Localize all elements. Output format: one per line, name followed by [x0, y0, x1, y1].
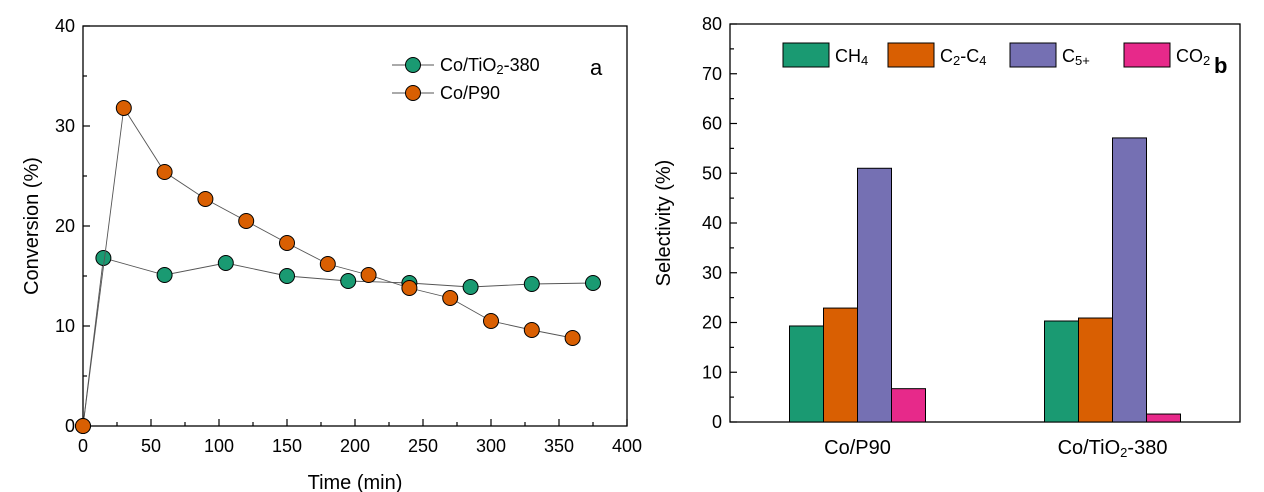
x-tick-label-a: 200 [340, 436, 370, 456]
legend-label-a: Co/TiO2-380 [440, 55, 540, 77]
panel-label-a: a [590, 55, 603, 80]
data-point-series-1 [462, 279, 479, 295]
y-tick-label-a: 40 [55, 16, 75, 36]
data-point-series-2 [442, 290, 459, 306]
x-tick-label-a: 250 [408, 436, 438, 456]
data-point-series-1 [217, 255, 234, 271]
legend-swatch-b [782, 42, 830, 68]
x-tick-label-a: 350 [544, 436, 574, 456]
legend-marker-a [405, 57, 421, 73]
y-tick-label-b: 10 [702, 362, 722, 382]
y-tick-label-b: 20 [702, 313, 722, 333]
data-point-series-2 [523, 322, 540, 338]
y-tick-label-b: 50 [702, 163, 722, 183]
legend-swatch-b [887, 42, 935, 68]
bar-4 [1146, 413, 1181, 423]
legend-label-a: Co/P90 [440, 83, 500, 103]
data-point-series-2 [483, 313, 499, 329]
legend-swatch-b [1123, 42, 1171, 68]
bar-4 [891, 388, 926, 423]
data-point-series-2 [238, 213, 255, 229]
chart-b: 0 10 20 30 40 50 60 70 80 Selectivity (%) b Co/P90 C… [653, 14, 1241, 460]
data-point-series-2 [75, 418, 91, 434]
data-point-series-1 [95, 250, 112, 266]
plot-frame-a [82, 25, 628, 427]
y-tick-label-b: 30 [702, 263, 722, 283]
category-label: Co/P90 [824, 437, 891, 459]
y-tick-label-b: 80 [702, 14, 722, 34]
x-tick-label-a: 50 [141, 436, 161, 456]
data-point-series-2 [401, 280, 418, 296]
data-point-series-1 [585, 275, 601, 291]
data-point-series-1 [523, 276, 540, 292]
data-point-series-1 [340, 273, 357, 289]
y-tick-label-a: 20 [55, 216, 75, 236]
y-tick-label-a: 30 [55, 116, 75, 136]
bar-3 [1112, 137, 1147, 423]
y-tick-label-b: 70 [702, 64, 722, 84]
y-axis-label-b: Selectivity (%) [653, 160, 675, 287]
data-point-series-2 [319, 256, 336, 272]
bar-3 [857, 167, 892, 423]
chart-a: 0 50 100 150 200 250 300 350 400 0 10 20 30 40 Time (m… [21, 16, 642, 492]
data-point-series-2 [564, 330, 581, 346]
legend-swatch-b [1009, 42, 1057, 68]
legend-marker-a [405, 85, 421, 101]
panel-label-b: b [1214, 53, 1227, 78]
x-tick-label-a: 300 [476, 436, 506, 456]
bar-2 [823, 307, 858, 423]
legend-label-b: C5+ [1062, 46, 1090, 68]
x-tick-label-a: 150 [272, 436, 302, 456]
data-point-series-1 [156, 267, 173, 283]
data-point-series-2 [115, 100, 132, 116]
legend-label-b: C2-C4 [940, 46, 986, 68]
y-tick-label-b: 60 [702, 114, 722, 134]
data-point-series-2 [360, 267, 377, 283]
data-point-series-1 [279, 268, 295, 284]
y-tick-label-b: 40 [702, 213, 722, 233]
data-point-series-2 [156, 164, 173, 180]
y-tick-label-a: 10 [55, 316, 75, 336]
legend-label-b: CH4 [835, 46, 868, 68]
x-tick-label-a: 400 [612, 436, 642, 456]
bar-2 [1078, 317, 1113, 423]
y-tick-label-b: 0 [712, 412, 722, 432]
series-line-1 [82, 257, 594, 427]
x-tick-label-a: 0 [78, 436, 88, 456]
data-point-series-2 [197, 191, 214, 207]
y-tick-label-a: 0 [65, 416, 75, 436]
y-axis-label-a: Conversion (%) [21, 157, 43, 295]
bar-1 [1044, 320, 1079, 423]
x-tick-label-a: 100 [204, 436, 234, 456]
data-point-series-2 [279, 235, 295, 251]
bar-1 [789, 325, 824, 423]
x-axis-label-a: Time (min) [308, 472, 403, 492]
legend-label-b: CO2 [1176, 46, 1210, 68]
category-label: Co/TiO2-380 [1058, 437, 1168, 460]
